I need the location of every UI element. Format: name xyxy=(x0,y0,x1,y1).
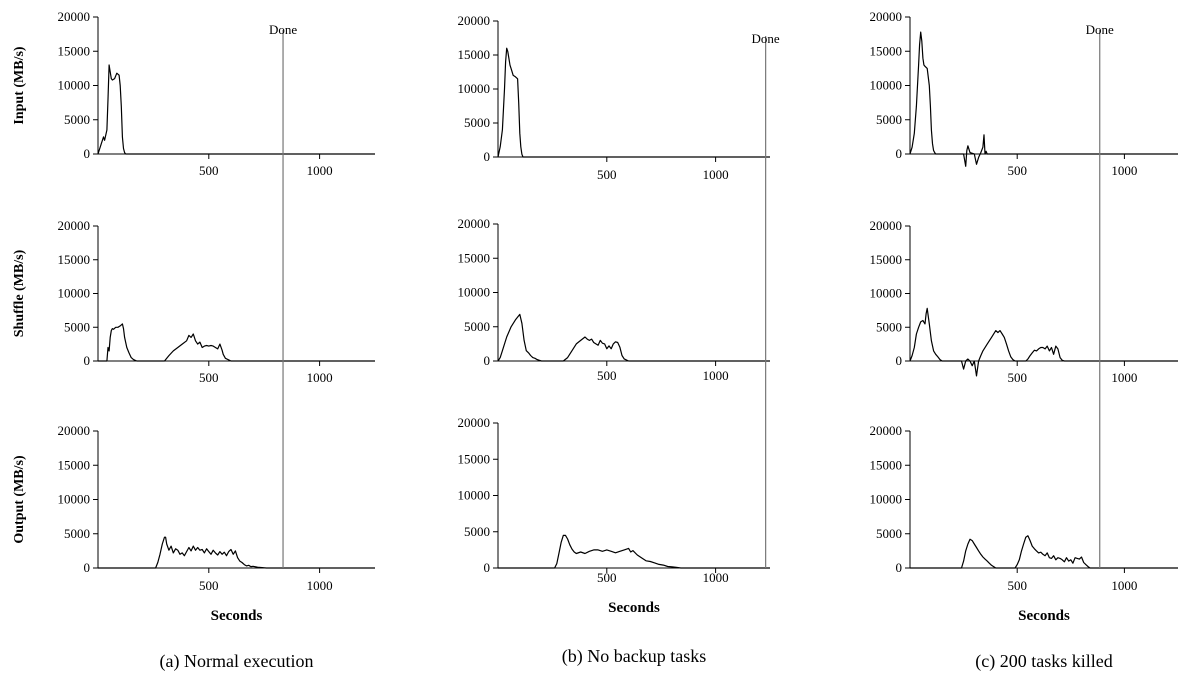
y-tick-label: 0 xyxy=(896,146,903,161)
y-tick-label: 20000 xyxy=(870,9,903,24)
y-tick-label: 15000 xyxy=(458,250,491,265)
x-tick-label: 500 xyxy=(199,578,219,593)
y-tick-label: 15000 xyxy=(870,252,903,267)
y-tick-label: 0 xyxy=(896,560,903,575)
panel-1-0: 0 5000 10000 15000 20000 500 1000 xyxy=(458,13,771,182)
series-line xyxy=(910,536,1178,568)
x-tick-label: 500 xyxy=(1007,163,1027,178)
series-line xyxy=(98,65,375,154)
x-tick-label: 1000 xyxy=(1111,370,1137,385)
y-tick-label: 20000 xyxy=(58,218,91,233)
y-tick-label: 20000 xyxy=(870,423,903,438)
series-line xyxy=(498,535,770,568)
panel-0-0: 0 5000 10000 15000 20000 500 1000 Input (MB/s) xyxy=(12,9,375,178)
y-tick-label: 10000 xyxy=(870,78,903,93)
series-line xyxy=(498,314,770,361)
x-tick-label: 1000 xyxy=(703,570,729,585)
y-tick-label: 10000 xyxy=(870,492,903,507)
panel-2-1: 0 5000 10000 15000 20000 500 1000 xyxy=(870,218,1179,385)
y-tick-label: 0 xyxy=(84,146,91,161)
x-tick-label: 1000 xyxy=(307,370,333,385)
y-tick-label: 15000 xyxy=(58,43,91,58)
series-line xyxy=(910,32,1178,166)
x-axis-label: Seconds xyxy=(211,608,263,624)
y-tick-label: 0 xyxy=(484,560,491,575)
y-tick-label: 20000 xyxy=(58,423,91,438)
y-tick-label: 5000 xyxy=(64,112,90,127)
y-tick-label: 5000 xyxy=(876,526,902,541)
y-tick-label: 0 xyxy=(84,353,91,368)
y-tick-label: 5000 xyxy=(64,526,90,541)
y-tick-label: 15000 xyxy=(58,252,91,267)
y-tick-label: 0 xyxy=(896,353,903,368)
x-axis-label: Seconds xyxy=(1018,608,1070,624)
y-tick-label: 10000 xyxy=(58,286,91,301)
panel-0-1: 0 5000 10000 15000 20000 500 1000 Shuffle (MB/s… xyxy=(12,218,375,385)
series-line xyxy=(98,324,375,361)
y-axis-label: Input (MB/s) xyxy=(12,46,27,125)
panel-2-2: 0 5000 10000 15000 20000 500 1000 xyxy=(870,423,1179,593)
y-tick-label: 5000 xyxy=(64,319,90,334)
series-line xyxy=(98,537,375,568)
y-tick-label: 15000 xyxy=(870,457,903,472)
x-tick-label: 500 xyxy=(597,570,617,585)
x-tick-label: 500 xyxy=(597,368,617,383)
subfigure-caption: (b) No backup tasks xyxy=(562,646,706,667)
done-label: Done xyxy=(752,31,780,46)
y-tick-label: 5000 xyxy=(464,115,490,130)
y-tick-label: 15000 xyxy=(458,47,491,62)
y-tick-label: 20000 xyxy=(458,13,491,28)
y-tick-label: 0 xyxy=(84,560,91,575)
y-tick-label: 20000 xyxy=(58,9,91,24)
series-line xyxy=(910,308,1178,376)
y-tick-label: 10000 xyxy=(458,285,491,300)
x-tick-label: 500 xyxy=(1007,370,1027,385)
x-tick-label: 500 xyxy=(199,163,219,178)
x-tick-label: 1000 xyxy=(703,368,729,383)
subfigure-caption: (c) 200 tasks killed xyxy=(975,651,1112,672)
panel-1-2: 0 5000 10000 15000 20000 500 1000 xyxy=(458,415,771,585)
panel-0-2: 0 5000 10000 15000 20000 500 1000 Output (MB/s) xyxy=(12,423,375,593)
y-tick-label: 15000 xyxy=(458,451,491,466)
y-tick-label: 5000 xyxy=(876,112,902,127)
y-tick-label: 10000 xyxy=(870,286,903,301)
x-tick-label: 500 xyxy=(199,370,219,385)
panel-1-1: 0 5000 10000 15000 20000 500 1000 xyxy=(458,216,771,383)
x-tick-label: 500 xyxy=(1007,578,1027,593)
y-tick-label: 20000 xyxy=(458,415,491,430)
y-tick-label: 15000 xyxy=(870,43,903,58)
x-tick-label: 1000 xyxy=(307,163,333,178)
panel-2-0: 0 5000 10000 15000 20000 500 1000 xyxy=(870,9,1179,178)
y-tick-label: 10000 xyxy=(58,78,91,93)
x-tick-label: 1000 xyxy=(1111,578,1137,593)
y-tick-label: 10000 xyxy=(458,488,491,503)
subfigure-caption: (a) Normal execution xyxy=(160,651,314,672)
y-tick-label: 10000 xyxy=(58,492,91,507)
x-tick-label: 500 xyxy=(597,167,617,182)
y-tick-label: 15000 xyxy=(58,457,91,472)
y-tick-label: 0 xyxy=(484,353,491,368)
done-label: Done xyxy=(269,22,297,37)
x-axis-label: Seconds xyxy=(608,600,660,616)
y-tick-label: 20000 xyxy=(870,218,903,233)
x-tick-label: 1000 xyxy=(703,167,729,182)
y-tick-label: 5000 xyxy=(464,524,490,539)
x-tick-label: 1000 xyxy=(1111,163,1137,178)
y-axis-label: Shuffle (MB/s) xyxy=(12,249,27,337)
series-line xyxy=(498,48,770,157)
done-label: Done xyxy=(1086,22,1114,37)
y-axis-label: Output (MB/s) xyxy=(12,455,27,544)
y-tick-label: 10000 xyxy=(458,81,491,96)
x-tick-label: 1000 xyxy=(307,578,333,593)
y-tick-label: 20000 xyxy=(458,216,491,231)
y-tick-label: 5000 xyxy=(876,319,902,334)
y-tick-label: 5000 xyxy=(464,319,490,334)
y-tick-label: 0 xyxy=(484,149,491,164)
